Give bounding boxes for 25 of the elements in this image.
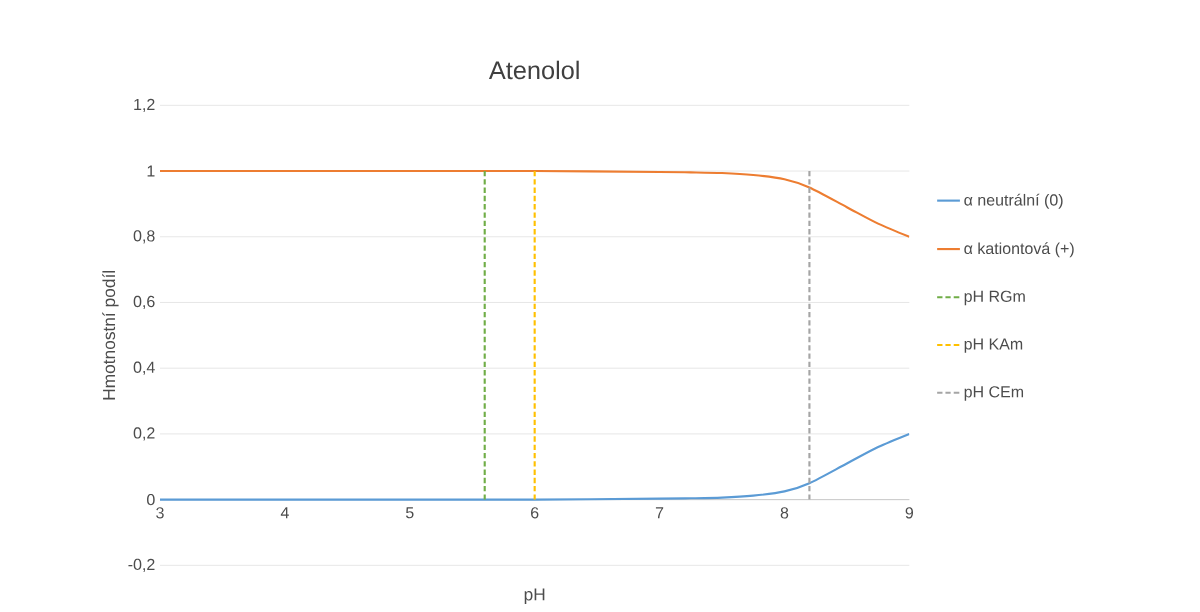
legend-label: α kationtová (+) xyxy=(964,242,1074,258)
y-tick-label: 0,6 xyxy=(133,295,155,310)
x-tick-label: 4 xyxy=(280,507,289,519)
y-tick-label: 1,2 xyxy=(134,98,155,112)
legend-label: α neutrální (0) xyxy=(964,193,1063,209)
y-tick-label: 1 xyxy=(147,165,155,177)
y-axis-title: Hmotnostní podíl xyxy=(102,271,119,400)
x-tick-label: 5 xyxy=(405,507,414,519)
legend-label: pH KAm xyxy=(964,338,1023,353)
y-tick-label: 0,8 xyxy=(133,230,155,244)
line-series xyxy=(160,169,910,238)
x-tick-label: 8 xyxy=(780,507,789,519)
x-tick-label: 3 xyxy=(156,507,164,519)
legend-label: pH RGm xyxy=(964,290,1025,306)
chart-title: Atenolol xyxy=(488,60,579,80)
y-tick-label: 0,4 xyxy=(133,361,155,375)
x-tick-label: 7 xyxy=(655,507,664,519)
y-tick-label: 0 xyxy=(147,493,155,506)
y-tick-label: -0,2 xyxy=(128,558,155,572)
x-tick-label: 6 xyxy=(531,507,539,519)
line-series xyxy=(160,432,910,501)
x-tick-label: 9 xyxy=(905,507,914,519)
legend-label: pH CEm xyxy=(964,386,1024,401)
x-axis-title: pH xyxy=(524,588,545,604)
y-tick-label: 0,2 xyxy=(133,427,155,441)
